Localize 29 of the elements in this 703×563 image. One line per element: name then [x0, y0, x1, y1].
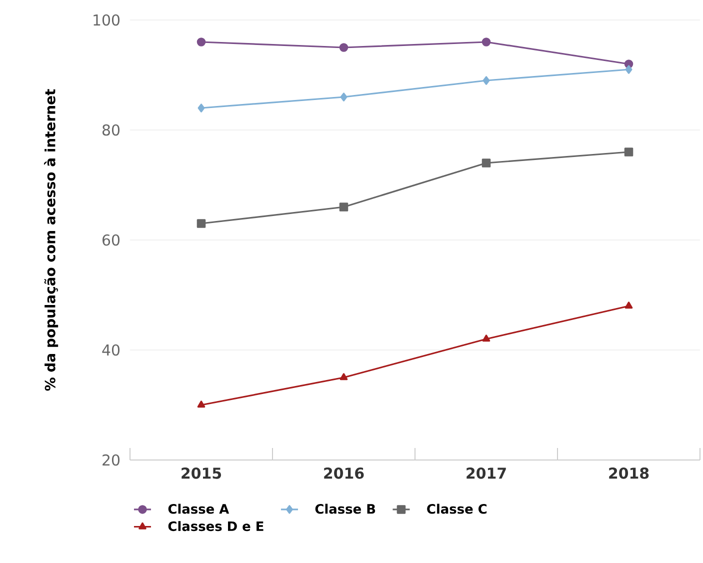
legend-label: Classes D e E — [168, 521, 264, 532]
point — [624, 148, 634, 156]
y-axis-title: % da população com acesso à internet — [44, 89, 58, 391]
x-tick-label: 2016 — [324, 468, 364, 479]
y-tick-label: 20 — [102, 454, 120, 466]
point — [197, 400, 206, 408]
point — [482, 76, 490, 85]
y-tick-label: 100 — [94, 14, 120, 26]
x-tick-label: 2018 — [609, 468, 649, 479]
x-tick-label: 2017 — [466, 468, 506, 479]
y-tick-label: 80 — [102, 124, 120, 136]
point — [339, 202, 348, 212]
point — [340, 92, 348, 102]
legend-label: Classe C — [427, 504, 487, 514]
point — [340, 373, 348, 380]
point — [482, 158, 491, 168]
point — [196, 219, 206, 228]
point — [482, 334, 490, 342]
point — [625, 65, 632, 74]
point — [482, 38, 491, 46]
y-tick-label: 60 — [102, 234, 120, 246]
legend-label: Classe B — [315, 504, 376, 514]
point — [624, 302, 633, 309]
x-tick-label: 2015 — [182, 468, 221, 479]
legend-label: Classe A — [168, 504, 230, 514]
point — [198, 104, 205, 112]
point — [196, 38, 206, 46]
y-tick-label: 40 — [102, 344, 120, 356]
point — [339, 43, 348, 52]
